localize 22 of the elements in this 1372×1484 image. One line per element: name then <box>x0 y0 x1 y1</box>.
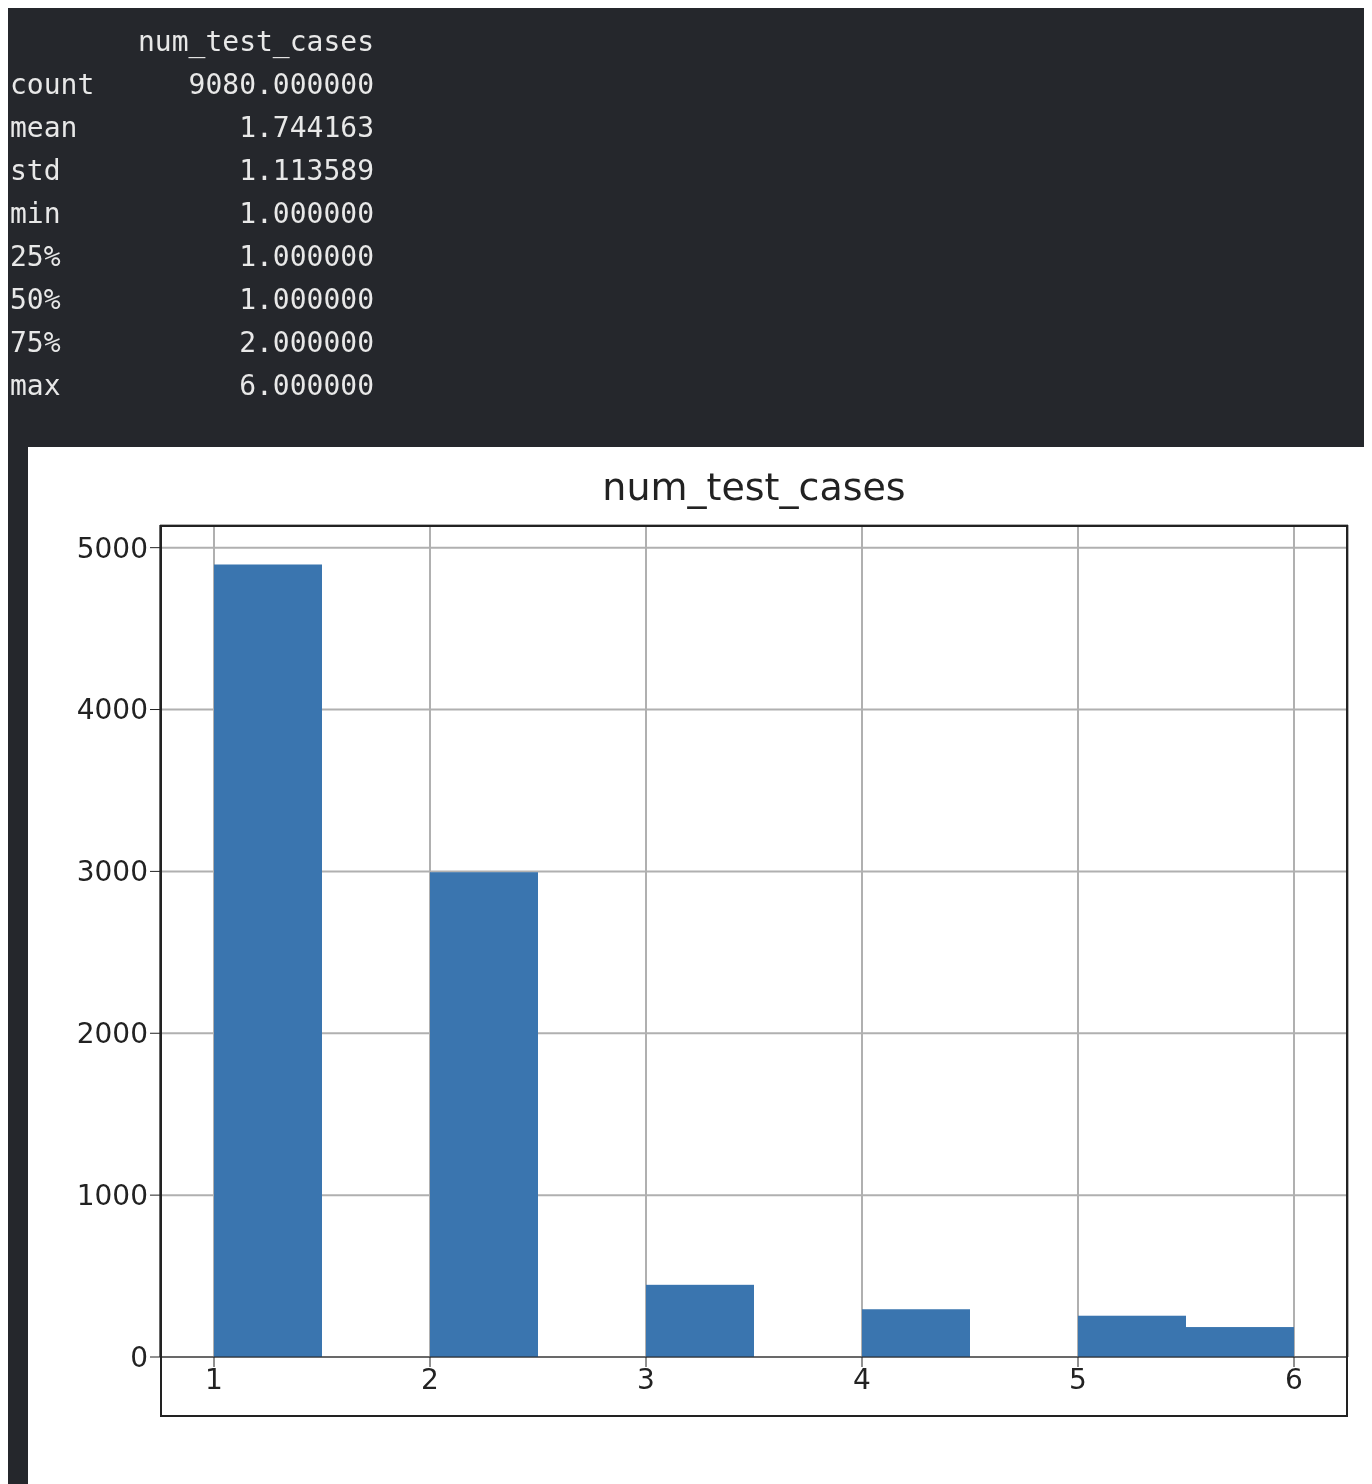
text: num_test_cases <box>137 24 374 60</box>
x-tick-label: 6 <box>1285 1362 1303 1396</box>
text: 75% 2.000000 <box>10 326 374 359</box>
text: std 1.113589 <box>10 154 374 187</box>
x-tick-label: 2 <box>421 1362 439 1396</box>
y-tick-label: 5000 <box>76 531 148 565</box>
text: 50% 1.000000 <box>10 283 374 316</box>
y-tick-label: 0 <box>130 1340 148 1374</box>
text: count 9080.000000 <box>10 68 374 101</box>
text: 25% 1.000000 <box>10 240 374 273</box>
text: min 1.000000 <box>10 197 374 230</box>
y-tick-label: 2000 <box>76 1017 148 1051</box>
x-tick-label: 5 <box>1069 1362 1087 1396</box>
x-tick-label: 1 <box>205 1362 223 1396</box>
x-tick-label: 3 <box>637 1362 655 1396</box>
y-tick-label: 4000 <box>76 693 148 727</box>
text: mean 1.744163 <box>10 111 374 144</box>
text: max 6.000000 <box>10 369 374 402</box>
y-tick-label: 3000 <box>76 855 148 889</box>
chart-title: num_test_cases <box>601 465 907 509</box>
y-tick-label: 1000 <box>76 1179 148 1213</box>
x-tick-label: 4 <box>853 1362 871 1396</box>
